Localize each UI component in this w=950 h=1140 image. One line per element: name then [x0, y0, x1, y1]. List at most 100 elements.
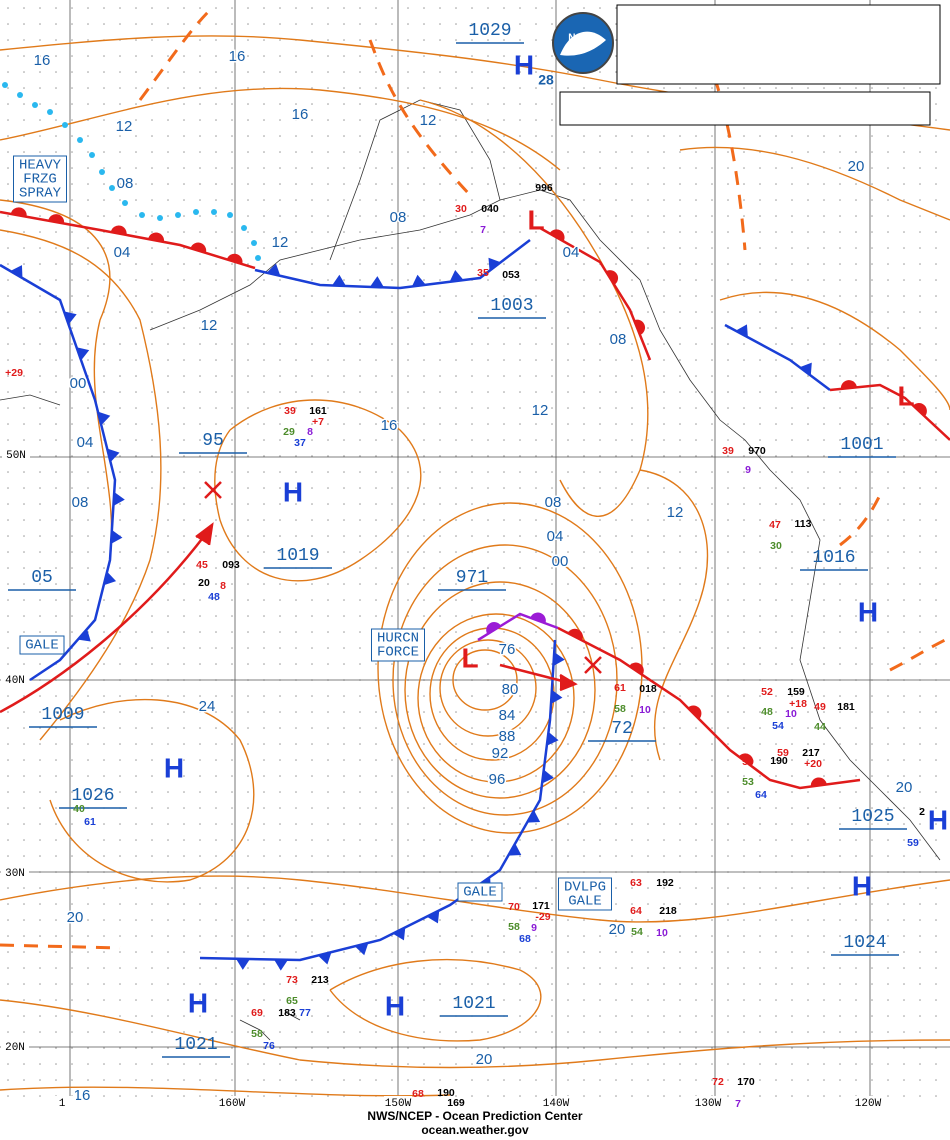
isobar-label: 00 [70, 375, 87, 392]
station-value: 161 [309, 405, 327, 417]
isobar-label: 04 [77, 434, 94, 451]
warning-label: FRZG [23, 172, 57, 188]
grid-label-bg [48, 1096, 76, 1110]
pressure-label: 1021 [452, 994, 495, 1014]
station-value: 192 [656, 877, 674, 889]
warning-label: DVLPG [564, 880, 606, 896]
station-value: 213 [311, 974, 329, 986]
fronts [0, 207, 950, 971]
pressure-center: H [858, 596, 878, 627]
front-line [829, 383, 950, 441]
cold-front-barb [488, 257, 501, 271]
grid-label: 150W [385, 1098, 412, 1110]
isobar-label: 80 [502, 681, 519, 698]
station-value: +18 [789, 698, 807, 710]
station-value: 61 [614, 682, 626, 694]
station-value: 170 [737, 1076, 755, 1088]
station-value: 30 [455, 203, 467, 215]
cold-front-barb [735, 324, 748, 338]
cold-front-barb [449, 270, 464, 282]
pressure-center: L [461, 642, 478, 673]
warning-label: GALE [463, 885, 497, 901]
isobar-label: 16 [381, 417, 398, 434]
isobar-label: 08 [117, 175, 134, 192]
warning-box [457, 882, 503, 902]
isobar-label: 08 [390, 209, 407, 226]
grid-label: 50N [6, 450, 26, 462]
pressure-label: 05 [31, 568, 53, 588]
pressure-label: 95 [202, 431, 224, 451]
station-value: 169 [447, 1097, 465, 1109]
warm-front-bump [840, 380, 857, 389]
isobars [0, 35, 950, 1097]
warm-front-bump [549, 229, 565, 242]
cold-front-barb [103, 571, 117, 586]
grid-label-bg [384, 1096, 412, 1110]
station-value: 58 [614, 703, 626, 715]
front-line [0, 210, 256, 270]
station-value: 10 [785, 708, 797, 720]
station-value: 10 [656, 927, 668, 939]
cold-front-barb [77, 629, 91, 642]
station-value: 171 [532, 900, 550, 912]
station-value: -29 [535, 911, 550, 923]
cold-front-barb [317, 952, 332, 965]
station-value: 053 [502, 269, 520, 281]
isobar-label: 16 [74, 1087, 91, 1104]
cold-front-barb [76, 347, 90, 361]
warm-front-bump [48, 214, 65, 224]
station-value: 9 [531, 922, 537, 934]
footer-line: NWS/NCEP - Ocean Prediction Center [367, 1109, 582, 1123]
station-value: 64 [630, 905, 642, 917]
grid-label: 120W [855, 1098, 882, 1110]
isobar-label: 20 [896, 779, 913, 796]
station-value: 54 [772, 720, 784, 732]
grid-label: 1 [59, 1098, 66, 1110]
warm-front-bump [226, 253, 243, 265]
isobar-label: 20 [848, 158, 865, 175]
warning-box [13, 155, 67, 203]
cold-front-barb [107, 448, 120, 463]
logo: NOAA [552, 12, 614, 74]
station-value: 40 [73, 803, 85, 815]
isobar-label: 12 [272, 234, 289, 251]
cold-front-barb [63, 311, 77, 325]
track-arrows [0, 481, 602, 714]
station-value: 54 [631, 926, 643, 938]
station-value: 48 [208, 591, 220, 603]
isobar-label: 08 [72, 494, 89, 511]
station-value: 217 [802, 747, 820, 759]
spray-line [2, 82, 261, 261]
station-value: 68 [519, 933, 531, 945]
station-value: 77 [299, 1007, 311, 1019]
grid-label-bg [2, 448, 30, 462]
station-value: 190 [770, 755, 788, 767]
isobar-label: 16 [229, 48, 246, 65]
isobar-label: 08 [545, 494, 562, 511]
pressure-center: H [928, 804, 948, 835]
station-value: 48 [761, 706, 773, 718]
cold-front-barb [354, 942, 369, 956]
isobar-label: 08 [610, 331, 627, 348]
station-value: 7 [735, 1098, 741, 1110]
pressure-center: H [852, 870, 872, 901]
warm-front-bump [148, 232, 165, 242]
warm-front-bump [190, 242, 207, 253]
warning-label: GALE [568, 894, 602, 910]
isobar-label: 16 [34, 52, 51, 69]
cold-front-barb [411, 274, 426, 287]
pressure-center: H [514, 49, 534, 80]
pressure-label: 1001 [840, 435, 883, 455]
grid-label-bg [694, 1096, 722, 1110]
station-value: 7 [480, 224, 486, 236]
warning-box [558, 877, 612, 911]
station-value: 018 [639, 683, 657, 695]
isobar-label: 92 [492, 745, 509, 762]
pressure-label: 1016 [812, 548, 855, 568]
station-value: 76 [263, 1040, 275, 1052]
station-value: 181 [837, 701, 855, 713]
station-value: 190 [437, 1087, 455, 1099]
grid-label: 30N [5, 868, 25, 880]
isobar-label: 12 [532, 402, 549, 419]
pressure-label: 72 [611, 719, 633, 739]
